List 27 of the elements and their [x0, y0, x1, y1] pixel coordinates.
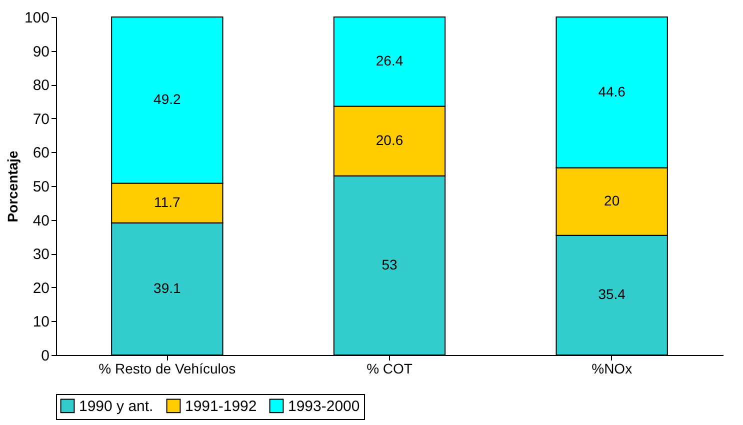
data-label: 39.1 [154, 280, 182, 296]
y-tick-label: 10 [32, 314, 50, 331]
data-label: 20 [604, 192, 620, 209]
x-tick-label: %NOx [592, 360, 632, 376]
y-tick-label: 60 [32, 144, 50, 162]
legend-label: 1990 y ant. [79, 398, 154, 415]
legend-label: 1993-2000 [288, 398, 360, 415]
y-tick-label: 70 [32, 110, 50, 128]
x-tick-label: % Resto de Vehículos [98, 360, 236, 376]
y-tick-label: 100 [24, 10, 50, 26]
y-tick-label: 30 [32, 246, 50, 264]
y-tick-label: 90 [32, 43, 50, 60]
legend-label: 1991-1992 [185, 398, 257, 415]
data-label: 20.6 [376, 132, 404, 148]
data-label: 53 [382, 256, 398, 272]
y-axis-title: Porcentaje [4, 150, 20, 222]
y-tick-label: 80 [32, 77, 50, 94]
data-label: 44.6 [598, 83, 626, 100]
x-tick-label: % COT [366, 360, 413, 376]
data-label: 26.4 [376, 52, 404, 69]
data-label: 49.2 [154, 91, 182, 108]
y-tick-label: 50 [32, 178, 50, 196]
data-label: 35.4 [598, 286, 626, 302]
y-tick-label: 20 [32, 280, 50, 297]
y-tick-label: 40 [32, 212, 50, 230]
data-label: 11.7 [154, 194, 180, 210]
y-tick-label: 0 [41, 348, 50, 364]
